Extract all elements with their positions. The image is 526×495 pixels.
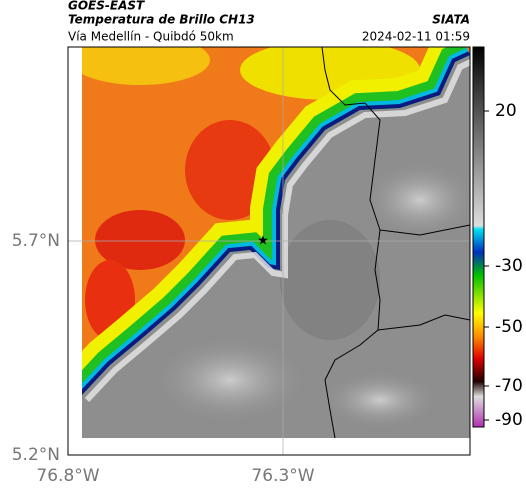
route: Vía Medellín - Quibdó 50km <box>68 30 234 44</box>
subtitle: Temperatura de Brillo CH13 <box>68 13 255 27</box>
colorbar-tick-label: 20 <box>495 101 517 121</box>
colorbar-tick-label: -90 <box>495 410 523 430</box>
lat-label: 5.7°N <box>12 231 60 251</box>
datetime: 2024-02-11 01:59 <box>362 30 470 44</box>
colorbar-tick-label: -70 <box>495 376 523 396</box>
lon-label: 76.8°W <box>36 466 99 486</box>
title: GOES-EAST <box>68 0 145 13</box>
svg-text:★: ★ <box>257 234 269 249</box>
map-image: ★ <box>68 47 470 455</box>
lat-label: 5.2°N <box>12 445 60 465</box>
colorbar-tick-label: -30 <box>495 256 523 276</box>
colorbar-tick-label: -50 <box>495 317 523 337</box>
source: SIATA <box>432 13 470 27</box>
lon-label: 76.3°W <box>251 466 314 486</box>
colorbar <box>472 46 485 428</box>
